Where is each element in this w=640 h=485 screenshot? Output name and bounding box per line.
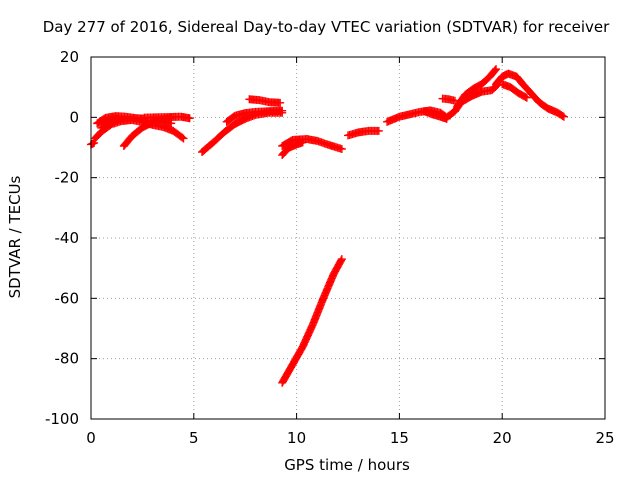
chart-title: Day 277 of 2016, Sidereal Day-to-day VTE… <box>43 18 610 36</box>
axis-ticks: 0 5 10 15 20 25 -100 -80 -60 -40 -20 0 20 <box>45 48 615 447</box>
data-series <box>498 80 531 102</box>
data-point <box>179 134 188 143</box>
data-point <box>167 119 176 128</box>
x-axis-title: GPS time / hours <box>284 456 410 474</box>
data-point <box>374 126 383 135</box>
data-point <box>559 112 568 121</box>
data-layer <box>87 65 568 387</box>
data-point <box>521 92 530 101</box>
data-series <box>278 255 346 387</box>
data-series <box>344 126 383 140</box>
y-axis-title: SDTVAR / TECUs <box>6 175 24 298</box>
y-tick-label: -80 <box>55 350 80 368</box>
data-point <box>278 106 287 115</box>
data-point <box>492 65 501 74</box>
data-series <box>438 94 459 105</box>
data-series <box>278 138 307 160</box>
data-point <box>337 145 346 154</box>
y-tick-label: 20 <box>60 48 79 66</box>
x-tick-label: 10 <box>287 429 306 447</box>
data-point <box>185 114 194 123</box>
data-series <box>97 114 122 132</box>
y-tick-label: -40 <box>55 229 80 247</box>
y-tick-label: -100 <box>45 410 79 428</box>
x-tick-label: 15 <box>390 429 409 447</box>
y-tick-label: -60 <box>55 289 80 307</box>
data-series <box>148 116 176 128</box>
data-series <box>492 69 568 121</box>
data-series <box>420 107 451 123</box>
data-point <box>337 256 346 265</box>
data-point <box>298 138 307 147</box>
data-point <box>178 133 187 142</box>
x-tick-label: 25 <box>595 429 614 447</box>
data-point <box>113 114 122 123</box>
y-tick-label: -20 <box>55 169 80 187</box>
data-point <box>442 114 451 123</box>
x-tick-label: 0 <box>86 429 96 447</box>
y-tick-label: 0 <box>69 108 79 126</box>
x-tick-label: 20 <box>493 429 512 447</box>
data-point <box>276 98 285 107</box>
data-point <box>522 93 531 102</box>
data-series <box>87 138 99 149</box>
data-point <box>491 66 500 75</box>
data-series <box>245 95 285 107</box>
data-series <box>222 106 287 126</box>
data-series <box>278 135 346 154</box>
data-point <box>337 255 346 264</box>
data-series <box>452 65 501 111</box>
grid-lines <box>91 57 605 419</box>
x-tick-label: 5 <box>189 429 199 447</box>
data-point <box>558 111 567 120</box>
